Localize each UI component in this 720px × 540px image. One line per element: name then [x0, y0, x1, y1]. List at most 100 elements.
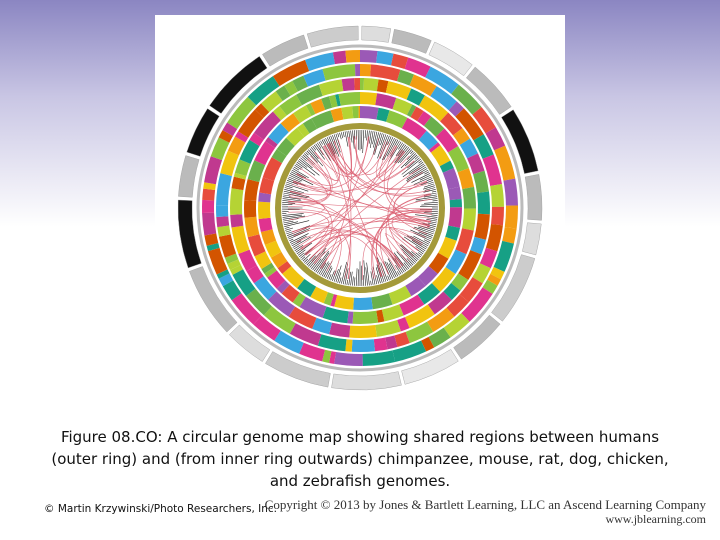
genome-segment — [234, 131, 249, 143]
genome-segment — [321, 96, 333, 111]
spike — [333, 134, 341, 153]
genome-segment — [310, 286, 328, 304]
genome-segment — [247, 76, 280, 106]
spike — [328, 136, 337, 155]
genome-segment — [394, 331, 410, 348]
spike — [352, 276, 354, 286]
genome-segment — [267, 270, 286, 289]
spike — [395, 143, 405, 156]
genome-segment — [423, 116, 445, 137]
genome-segment — [265, 137, 278, 148]
spike — [396, 271, 400, 276]
spike — [296, 242, 313, 255]
genome-segment — [222, 122, 238, 137]
spike — [282, 214, 303, 218]
genome-segment — [289, 323, 322, 346]
spike — [410, 235, 429, 247]
genome-segment — [360, 50, 378, 63]
genome-segment — [239, 139, 260, 164]
genome-segment — [208, 247, 228, 275]
spike — [372, 131, 376, 145]
genome-segment — [216, 216, 230, 228]
genome-segment — [204, 156, 223, 185]
spike — [411, 251, 420, 259]
spike — [306, 150, 318, 163]
spike — [292, 168, 309, 179]
spike — [413, 235, 430, 245]
genome-segment — [267, 291, 296, 317]
spike — [286, 180, 298, 185]
spike — [387, 136, 392, 146]
spike — [374, 132, 381, 155]
genome-segment — [246, 288, 272, 316]
genome-segment — [280, 113, 301, 133]
genome-segment — [263, 306, 296, 334]
genome-segment — [231, 225, 250, 254]
genome-segment — [258, 192, 272, 203]
genome-segment — [504, 205, 518, 229]
chord — [288, 196, 325, 221]
spike — [378, 133, 383, 146]
genome-segment — [462, 186, 476, 209]
spike — [339, 132, 342, 140]
genome-segment — [490, 184, 504, 207]
genome-segment — [474, 213, 490, 240]
genome-segment — [227, 96, 257, 130]
spike — [377, 134, 387, 159]
chromosome — [453, 314, 501, 360]
spike — [372, 132, 379, 155]
genome-segment — [448, 207, 462, 228]
spike — [300, 157, 313, 169]
spike — [362, 130, 365, 154]
genome-segment — [430, 86, 457, 111]
genome-segment — [310, 98, 326, 115]
genome-segment — [487, 273, 501, 286]
genome-segment — [249, 132, 264, 147]
spike — [362, 275, 365, 286]
inner-area — [282, 130, 438, 286]
spike — [423, 189, 436, 193]
genome-segment — [323, 292, 334, 306]
chord — [296, 174, 431, 222]
genome-segment — [268, 123, 289, 145]
spike — [293, 166, 300, 171]
spike — [410, 229, 432, 240]
genome-segment — [381, 304, 404, 322]
genome-segment — [438, 236, 457, 259]
spike — [328, 274, 332, 280]
chord — [387, 172, 423, 260]
genome-segment — [284, 80, 298, 96]
chord — [298, 149, 403, 247]
genome-segment — [318, 79, 344, 97]
genome-segment — [216, 205, 229, 217]
genome-segment — [259, 177, 275, 195]
spike — [339, 277, 342, 284]
genome-segment — [482, 279, 498, 294]
genome-segment — [455, 228, 474, 255]
genome-segment — [417, 266, 438, 287]
spike — [404, 154, 418, 167]
genome-segment — [202, 199, 215, 214]
genome-segment — [341, 106, 354, 120]
genome-segment — [238, 249, 257, 272]
genome-segment — [345, 339, 353, 352]
spike — [301, 256, 306, 260]
spike — [352, 130, 355, 149]
genome-segment — [490, 267, 505, 280]
genome-segment — [503, 178, 518, 206]
chord — [301, 136, 369, 251]
genome-segment — [477, 191, 490, 215]
genome-segment — [373, 337, 388, 352]
chord — [384, 233, 414, 263]
chord — [321, 136, 352, 269]
website: www.jblearning.com — [605, 512, 706, 526]
spike — [282, 213, 304, 216]
genome-segment — [482, 154, 502, 187]
spike — [289, 238, 294, 242]
genome-segment — [254, 251, 272, 270]
spike — [369, 131, 374, 148]
spike — [330, 270, 335, 281]
spike — [399, 149, 412, 163]
spike — [406, 235, 428, 248]
spike — [365, 267, 368, 286]
